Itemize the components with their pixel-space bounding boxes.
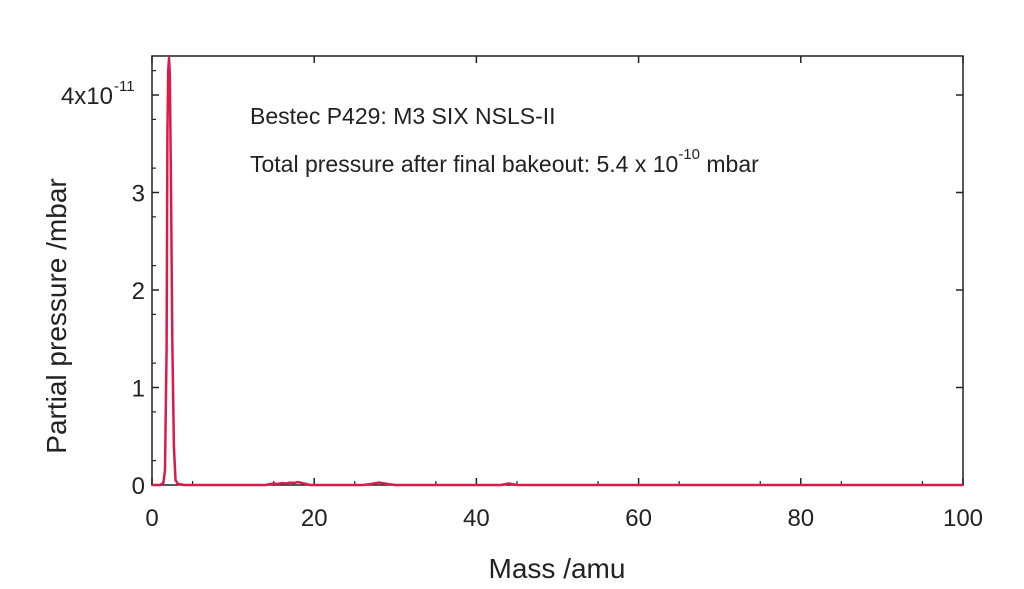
x-tick-label-40: 40 (463, 505, 490, 532)
x-tick-label-0: 0 (145, 505, 158, 532)
annotation-total-pressure: Total pressure after final bakeout: 5.4 … (250, 146, 759, 177)
y-tick-label-2: 2 (132, 278, 145, 305)
y-tick-label-3: 3 (132, 181, 145, 208)
x-tick-label-20: 20 (301, 505, 328, 532)
y-tick-label-1: 1 (132, 376, 145, 403)
x-tick-label-100: 100 (943, 505, 983, 532)
y-axis-title: Partial pressure /mbar (41, 178, 72, 453)
x-tick-label-80: 80 (787, 505, 814, 532)
series-line (152, 56, 963, 487)
y-tick-label-4: 4x10 (61, 83, 113, 110)
annotation-total-pressure-suffix: mbar (700, 151, 759, 177)
x-tick-label-60: 60 (625, 505, 652, 532)
y-tick-label-0: 0 (132, 473, 145, 500)
annotation-total-pressure-prefix: Total pressure after final bakeout: 5.4 … (250, 151, 678, 177)
x-axis-title: Mass /amu (489, 553, 626, 584)
y-tick-exponent: -11 (114, 78, 135, 95)
tick-labels: 0 20 40 60 80 100 0 1 2 3 4x10 -11 (61, 78, 983, 532)
annotation-instrument: Bestec P429: M3 SIX NSLS-II (250, 103, 556, 129)
annotation-total-pressure-exponent: -10 (678, 146, 700, 163)
